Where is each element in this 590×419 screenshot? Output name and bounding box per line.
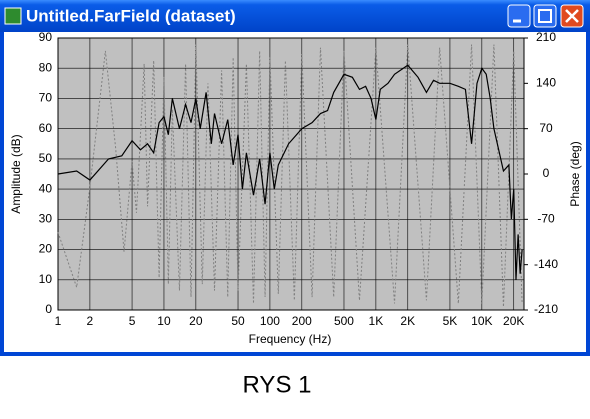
y-tick-label: 10 <box>39 272 53 286</box>
y2-tick-label: -140 <box>534 257 558 271</box>
x-tick-label: 20K <box>503 314 524 328</box>
x-tick-label: 50 <box>231 314 245 328</box>
x-tick-label: 1 <box>55 314 62 328</box>
x-tick-label: 10K <box>471 314 492 328</box>
x-tick-label: 100 <box>260 314 280 328</box>
x-tick-label: 1K <box>369 314 384 328</box>
caption: RYS 1 <box>243 371 312 398</box>
y-tick-label: 70 <box>39 91 53 105</box>
plot-background <box>57 37 525 311</box>
y-tick-label: 50 <box>39 151 53 165</box>
window-title: Untitled.FarField (dataset) <box>26 6 236 25</box>
y-axis-title: Amplitude (dB) <box>9 134 23 213</box>
x-tick-label: 10 <box>157 314 171 328</box>
y2-tick-label: 210 <box>536 30 556 44</box>
y-tick-label: 20 <box>39 242 53 256</box>
close-icon <box>565 9 579 23</box>
x-tick-label: 2K <box>400 314 415 328</box>
y2-tick-label: 0 <box>543 166 550 180</box>
app-icon <box>4 7 22 25</box>
y-tick-label: 30 <box>39 212 53 226</box>
y-tick-label: 90 <box>39 30 53 44</box>
y2-tick-label: -210 <box>534 302 558 316</box>
y-tick-label: 40 <box>39 181 53 195</box>
minimize-button[interactable] <box>507 4 531 28</box>
amplitude-line <box>57 64 523 280</box>
x-tick-label: 200 <box>292 314 312 328</box>
y2-tick-label: 70 <box>539 121 553 135</box>
maximize-icon <box>538 9 552 23</box>
y2-axis-title: Phase (deg) <box>568 141 582 206</box>
plot <box>57 37 525 311</box>
y2-tick-label: -70 <box>537 212 555 226</box>
y-tick-label: 60 <box>39 121 53 135</box>
y-tick-label: 0 <box>45 302 52 316</box>
x-axis-title: Frequency (Hz) <box>249 332 332 346</box>
y2-tick-label: 140 <box>536 76 556 90</box>
y-tick-label: 80 <box>39 60 53 74</box>
x-tick-label: 5K <box>443 314 458 328</box>
x-tick-label: 20 <box>189 314 203 328</box>
phase-line <box>57 44 523 307</box>
x-tick-label: 5 <box>129 314 136 328</box>
x-tick-label: 500 <box>334 314 354 328</box>
x-tick-label: 2 <box>87 314 94 328</box>
title-bar <box>0 0 590 32</box>
maximize-button[interactable] <box>533 4 557 28</box>
